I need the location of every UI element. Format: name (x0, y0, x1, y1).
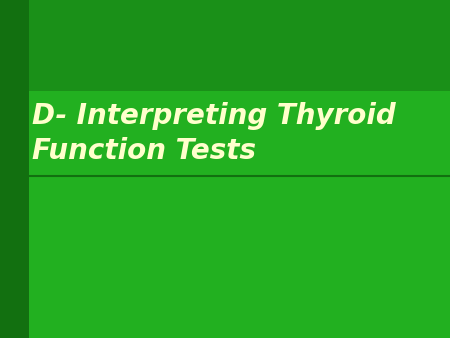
Bar (29, 176, 450, 338)
Bar (0, 0, 29, 338)
Text: D- Interpreting Thyroid
Function Tests: D- Interpreting Thyroid Function Tests (32, 102, 395, 165)
Bar (0, 91, 450, 176)
